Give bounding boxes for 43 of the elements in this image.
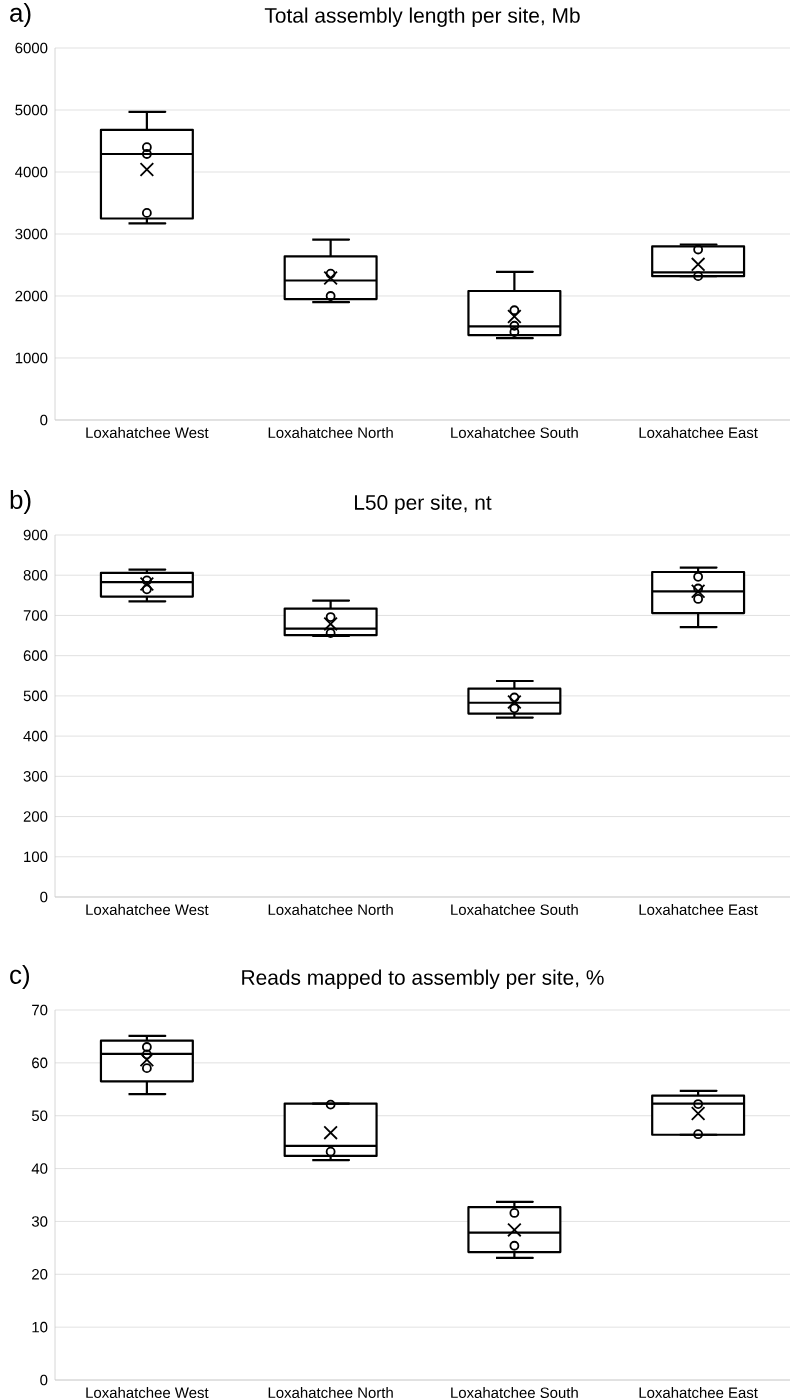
y-tick-label: 700	[23, 610, 48, 621]
chart-title: Reads mapped to assembly per site, %	[242, 969, 604, 990]
y-tick-label: 300	[23, 771, 48, 782]
y-tick-label: 200	[23, 811, 48, 822]
text: c)	[10, 964, 30, 990]
y-tick-label: 600	[23, 650, 48, 661]
x-tick-label: Loxahatchee North	[268, 1387, 393, 1399]
y-tick-label: 6000	[15, 42, 48, 54]
text: b)	[10, 489, 31, 515]
y-tick-label: 2000	[15, 290, 48, 302]
chart-title: Total assembly length per site, Mb	[264, 7, 580, 27]
x-tick-label: Loxahatchee South	[451, 904, 578, 916]
y-tick-label: 70	[32, 1004, 48, 1016]
chart-title: L50 per site, nt	[355, 494, 492, 515]
x-tick-label: Loxahatchee East	[639, 427, 758, 439]
y-tick-label: 40	[31, 1163, 48, 1174]
y-tick-label: 3000	[15, 228, 48, 240]
y-tick-label: 0	[40, 1374, 48, 1386]
y-tick-label: 30	[31, 1216, 48, 1227]
x-tick-label: Loxahatchee West	[86, 1387, 209, 1399]
x-tick-label: Loxahatchee West	[86, 427, 209, 439]
y-tick-label: 20	[32, 1268, 48, 1280]
y-tick-label: 800	[23, 569, 48, 581]
y-tick-label: 100	[24, 851, 48, 863]
x-tick-label: Loxahatchee West	[86, 904, 209, 916]
x-tick-label: Loxahatchee North	[268, 427, 393, 439]
y-tick-label: 1000	[15, 352, 48, 364]
x-tick-label: Loxahatchee South	[451, 1387, 578, 1399]
y-tick-label: 10	[32, 1321, 48, 1333]
y-tick-label: 900	[23, 529, 48, 541]
y-tick-label: 4000	[15, 166, 48, 178]
y-tick-label: 400	[23, 730, 48, 742]
x-tick-label: Loxahatchee East	[639, 904, 758, 916]
x-tick-label: Loxahatchee North	[268, 904, 393, 916]
y-tick-label: 60	[32, 1057, 48, 1069]
x-tick-label: Loxahatchee East	[639, 1387, 758, 1399]
y-tick-label: 5000	[15, 104, 48, 116]
x-tick-label: Loxahatchee South	[451, 427, 578, 439]
y-tick-label: 500	[23, 690, 48, 702]
y-tick-label: 0	[40, 414, 48, 426]
y-tick-label: 0	[40, 891, 48, 903]
y-tick-label: 50	[31, 1110, 48, 1122]
text: a)	[10, 2, 31, 28]
